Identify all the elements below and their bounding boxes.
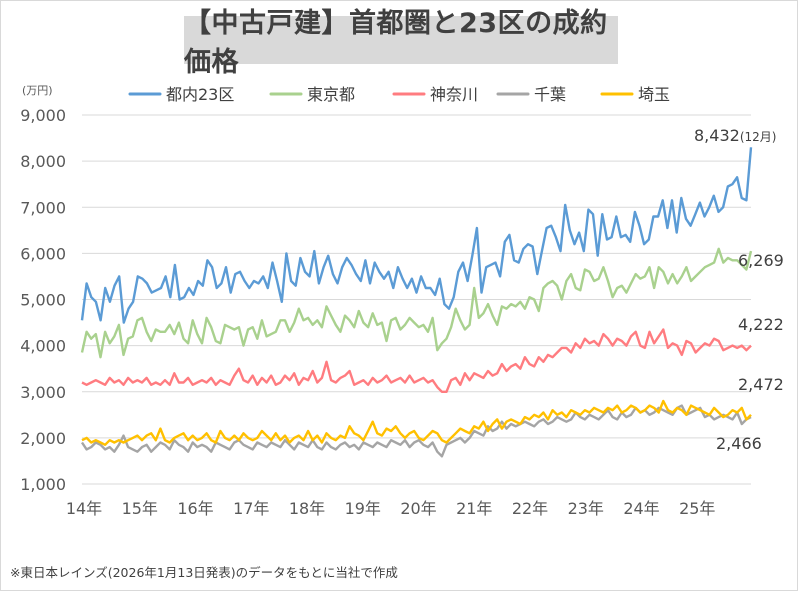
x-tick-label: 18年 <box>289 499 325 518</box>
chart-title-text: 【中古戸建】首都圏と23区の成約価格 <box>184 8 608 78</box>
legend-item: 神奈川 <box>392 85 478 104</box>
y-axis: (万円) 1,000 2,000 3,000 4,000 5,000 6,000 7,000… <box>20 84 66 494</box>
legend-item: 埼玉 <box>600 85 670 104</box>
series-line-千葉 <box>81 404 752 458</box>
gridlines <box>82 114 751 485</box>
y-tick-label: 5,000 <box>20 291 66 310</box>
data-labels: 8,432(12月) 6,269 4,222 2,472 2,466 <box>694 126 784 453</box>
legend: 都内23区 東京都 神奈川 千葉 埼玉 <box>128 85 670 104</box>
series-line-東京都 <box>80 247 753 359</box>
legend-item: 千葉 <box>496 85 566 104</box>
legend-label: 都内23区 <box>166 85 234 104</box>
chart-title: 【中古戸建】首都圏と23区の成約価格 <box>184 8 618 78</box>
data-label-東京都: 6,269 <box>738 251 784 270</box>
series-line-埼玉 <box>81 399 752 446</box>
data-label-埼玉: 2,472 <box>738 375 784 394</box>
legend-label: 神奈川 <box>430 85 478 104</box>
x-tick-label: 16年 <box>177 499 213 518</box>
x-tick-label: 23年 <box>568 499 604 518</box>
y-tick-label: 4,000 <box>20 337 66 356</box>
legend-item: 都内23区 <box>128 85 234 104</box>
x-tick-label: 15年 <box>122 499 158 518</box>
y-tick-label: 9,000 <box>20 106 66 125</box>
y-tick-label: 7,000 <box>20 198 66 217</box>
line-chart: (万円) 1,000 2,000 3,000 4,000 5,000 6,000 7,000… <box>20 84 784 518</box>
legend-item: 東京都 <box>269 85 355 104</box>
data-label-都内23区: 8,432(12月) <box>694 126 776 145</box>
data-label-千葉: 2,466 <box>716 434 762 453</box>
source-footnote: ※東日本レインズ(2026年1月13日発表)のデータをもとに当社で作成 <box>10 565 398 580</box>
x-tick-label: 14年 <box>66 499 102 518</box>
legend-label: 東京都 <box>307 85 355 104</box>
legend-label: 埼玉 <box>638 85 670 104</box>
series-line-神奈川 <box>81 328 752 393</box>
y-tick-label: 3,000 <box>20 383 66 402</box>
x-tick-label: 24年 <box>623 499 659 518</box>
x-tick-label: 17年 <box>233 499 269 518</box>
y-axis-unit-label: (万円) <box>22 84 53 97</box>
x-tick-label: 19年 <box>345 499 381 518</box>
y-tick-label: 6,000 <box>20 244 66 263</box>
series-lines <box>80 147 753 458</box>
x-tick-label: 22年 <box>512 499 548 518</box>
x-tick-label: 21年 <box>456 499 492 518</box>
series-line-都内23区 <box>80 147 753 324</box>
y-tick-label: 8,000 <box>20 152 66 171</box>
x-axis: 14年 15年 16年 17年 18年 19年 20年 21年 22年 23年 24年 25年 <box>66 499 716 518</box>
y-tick-label: 2,000 <box>20 429 66 448</box>
legend-label: 千葉 <box>534 85 566 104</box>
data-label-神奈川: 4,222 <box>738 315 784 334</box>
x-tick-label: 20年 <box>400 499 436 518</box>
x-tick-label: 25年 <box>679 499 715 518</box>
y-tick-label: 1,000 <box>20 475 66 494</box>
